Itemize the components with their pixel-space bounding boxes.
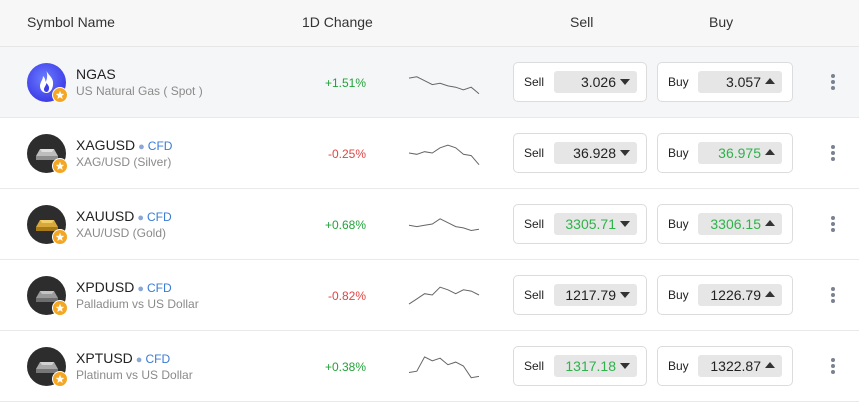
sparkline — [408, 286, 480, 305]
cfd-badge: CFD — [147, 139, 173, 153]
cfd-badge: CFD — [147, 281, 172, 295]
palladium-bar-icon — [27, 276, 68, 316]
sparkline — [408, 218, 480, 232]
header-symbol-name: Symbol Name — [27, 14, 115, 30]
change-value: -0.25% — [327, 147, 366, 161]
sparkline-path — [408, 144, 480, 166]
header-sell: Sell — [570, 14, 594, 30]
sell-price: 1317.18 — [554, 355, 637, 377]
favorite-star-icon[interactable] — [52, 229, 68, 245]
instrument-name: Palladium vs US Dollar — [76, 297, 199, 311]
table-row[interactable]: XPDUSD ● CFD Palladium vs US Dollar -0.82%… — [0, 260, 859, 331]
sparkline — [408, 356, 480, 379]
change-value: +1.51% — [324, 76, 366, 90]
table-row[interactable]: NGAS US Natural Gas ( Spot ) +1.51% Sell… — [0, 47, 859, 118]
buy-button[interactable]: Buy 1226.79 — [657, 275, 793, 315]
header-1d-change: 1D Change — [302, 14, 373, 30]
gold-bar-icon — [27, 205, 68, 245]
buy-price: 3306.15 — [698, 213, 782, 235]
arrow-down-icon — [620, 221, 630, 227]
buy-price: 3.057 — [698, 71, 782, 93]
buy-button[interactable]: Buy 36.975 — [657, 133, 793, 173]
symbol-label: XPDUSD ● CFD — [76, 279, 172, 295]
arrow-down-icon — [620, 150, 630, 156]
favorite-star-icon[interactable] — [52, 300, 68, 316]
sparkline — [408, 144, 480, 166]
buy-label: Buy — [668, 217, 689, 231]
buy-button[interactable]: Buy 3.057 — [657, 62, 793, 102]
sell-label: Sell — [524, 288, 545, 302]
symbol-label: XPTUSD ● CFD — [76, 350, 171, 366]
more-options-icon[interactable] — [828, 215, 838, 233]
flame-icon — [27, 63, 68, 103]
sell-button[interactable]: Sell 3305.71 — [513, 204, 647, 244]
change-value: +0.38% — [324, 360, 366, 374]
buy-price: 36.975 — [698, 142, 782, 164]
arrow-up-icon — [765, 291, 775, 297]
sell-price: 3.026 — [554, 71, 637, 93]
buy-price: 1322.87 — [698, 355, 782, 377]
instrument-name: XAU/USD (Gold) — [76, 226, 167, 240]
table-row[interactable]: XPTUSD ● CFD Platinum vs US Dollar +0.38% … — [0, 331, 859, 402]
arrow-up-icon — [765, 220, 775, 226]
more-options-icon[interactable] — [828, 357, 838, 375]
sell-label: Sell — [524, 146, 545, 160]
buy-label: Buy — [668, 359, 689, 373]
more-options-icon[interactable] — [828, 286, 838, 304]
header-buy: Buy — [709, 14, 734, 30]
arrow-down-icon — [620, 363, 630, 369]
sell-price: 3305.71 — [554, 213, 637, 235]
buy-label: Buy — [668, 146, 689, 160]
sell-button[interactable]: Sell 36.928 — [513, 133, 647, 173]
instrument-name: Platinum vs US Dollar — [76, 368, 193, 382]
sparkline-path — [408, 286, 480, 305]
buy-label: Buy — [668, 75, 689, 89]
buy-button[interactable]: Buy 1322.87 — [657, 346, 793, 386]
symbol-label: XAUUSD ● CFD — [76, 208, 172, 224]
table-header: Symbol Name 1D Change Sell Buy — [0, 0, 859, 47]
silver-bar-icon — [27, 134, 68, 174]
cfd-badge: CFD — [147, 210, 172, 224]
buy-button[interactable]: Buy 3306.15 — [657, 204, 793, 244]
change-value: +0.68% — [324, 218, 366, 232]
sell-button[interactable]: Sell 1217.79 — [513, 275, 647, 315]
arrow-down-icon — [620, 292, 630, 298]
instrument-name: US Natural Gas ( Spot ) — [76, 84, 203, 98]
sell-label: Sell — [524, 359, 545, 373]
buy-price: 1226.79 — [698, 284, 782, 306]
change-value: -0.82% — [327, 289, 366, 303]
sell-label: Sell — [524, 75, 545, 89]
buy-label: Buy — [668, 288, 689, 302]
instrument-name: XAG/USD (Silver) — [76, 155, 172, 169]
sparkline-path — [408, 218, 480, 232]
symbol-label: XAGUSD ● CFD — [76, 137, 173, 153]
favorite-star-icon[interactable] — [52, 371, 68, 387]
favorite-star-icon[interactable] — [52, 158, 68, 174]
table-row[interactable]: XAUUSD ● CFD XAU/USD (Gold) +0.68% Sell 33… — [0, 189, 859, 260]
sell-price: 1217.79 — [554, 284, 637, 306]
sell-label: Sell — [524, 217, 545, 231]
symbol-label: NGAS — [76, 66, 116, 82]
cfd-badge: CFD — [145, 352, 171, 366]
favorite-star-icon[interactable] — [52, 87, 68, 103]
sell-button[interactable]: Sell 1317.18 — [513, 346, 647, 386]
sell-price: 36.928 — [554, 142, 637, 164]
table-row[interactable]: XAGUSD ● CFD XAG/USD (Silver) -0.25% Sell … — [0, 118, 859, 189]
arrow-down-icon — [620, 79, 630, 85]
sparkline-path — [408, 356, 480, 379]
more-options-icon[interactable] — [828, 144, 838, 162]
arrow-up-icon — [765, 149, 775, 155]
arrow-up-icon — [765, 362, 775, 368]
sparkline — [408, 76, 480, 95]
platinum-bar-icon — [27, 347, 68, 387]
more-options-icon[interactable] — [828, 73, 838, 91]
sparkline-path — [408, 76, 480, 95]
sell-button[interactable]: Sell 3.026 — [513, 62, 647, 102]
arrow-up-icon — [765, 78, 775, 84]
